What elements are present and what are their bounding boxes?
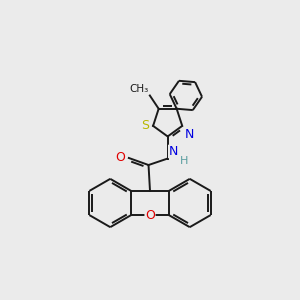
Text: N: N: [168, 145, 178, 158]
Text: H: H: [180, 156, 188, 166]
Text: S: S: [142, 119, 150, 132]
Text: O: O: [145, 208, 155, 222]
Text: N: N: [184, 128, 194, 141]
Text: O: O: [116, 151, 126, 164]
Text: CH₃: CH₃: [129, 84, 148, 94]
